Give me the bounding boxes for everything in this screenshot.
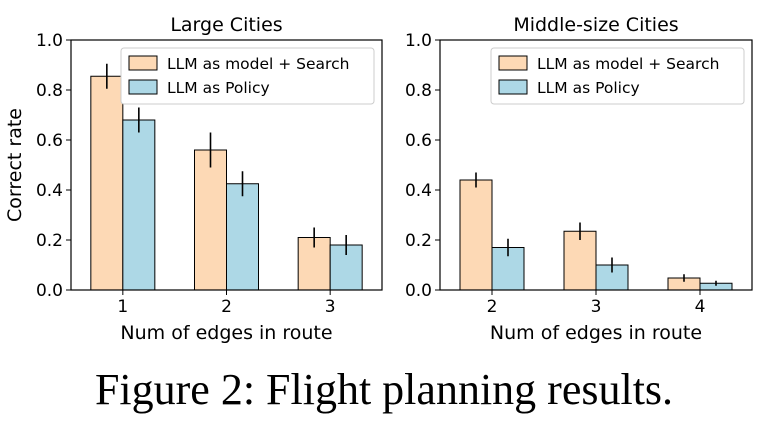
y-tick-label: 0.6 [36,131,63,151]
bar [194,149,227,291]
legend-swatch [498,79,528,95]
y-tick-label: 0.0 [405,281,432,301]
bar [226,183,259,291]
y-tick-label: 0.0 [36,281,63,301]
legend: LLM as model + Search LLM as Policy [120,47,375,105]
legend-label: LLM as model + Search [167,55,349,73]
legend: LLM as model + Search LLM as Policy [490,47,745,105]
chart-panel-2: Middle-size Cities 0.0 0.2 0.4 0.6 0.8 1.0 2 3 4 N… [405,14,753,344]
chart-title: Large Cities [170,14,282,36]
bar [122,119,156,291]
x-axis-label: Num of edges in route [120,322,332,344]
legend-label: LLM as Policy [537,79,640,97]
y-tick-label: 0.4 [405,181,432,201]
figure: Large Cities 0.0 0.2 0.4 0.6 0.8 1.0 1 2 3 Num of … [4,14,753,344]
x-tick-label: 1 [117,297,128,317]
figure-caption: Figure 2: Flight planning results. [94,365,674,414]
chart-panel-1: Large Cities 0.0 0.2 0.4 0.6 0.8 1.0 1 2 3 Num of … [4,14,383,344]
y-tick-label: 0.8 [405,81,432,101]
y-tick-label: 0.6 [405,131,432,151]
legend-label: LLM as model + Search [537,55,719,73]
x-axis-label: Num of edges in route [490,322,702,344]
y-tick-label: 0.4 [36,181,63,201]
legend-swatch [128,55,158,71]
y-tick-label: 0.2 [36,231,63,251]
legend-swatch [128,79,158,95]
legend-swatch [498,55,528,71]
legend-label: LLM as Policy [167,79,270,97]
x-tick-label: 4 [695,297,706,317]
x-tick-label: 2 [221,297,232,317]
legend-box [120,47,375,105]
y-tick-label: 0.8 [36,81,63,101]
bar [459,179,493,291]
chart-title: Middle-size Cities [513,14,678,36]
legend-box [490,47,745,105]
x-tick-label: 3 [591,297,602,317]
y-tick-label: 1.0 [36,31,63,51]
bar [90,75,124,291]
bar [563,230,597,291]
y-tick-label: 1.0 [405,31,432,51]
x-tick-label: 2 [487,297,498,317]
y-axis-label: Correct rate [4,108,26,222]
y-tick-label: 0.2 [405,231,432,251]
x-tick-label: 3 [325,297,336,317]
